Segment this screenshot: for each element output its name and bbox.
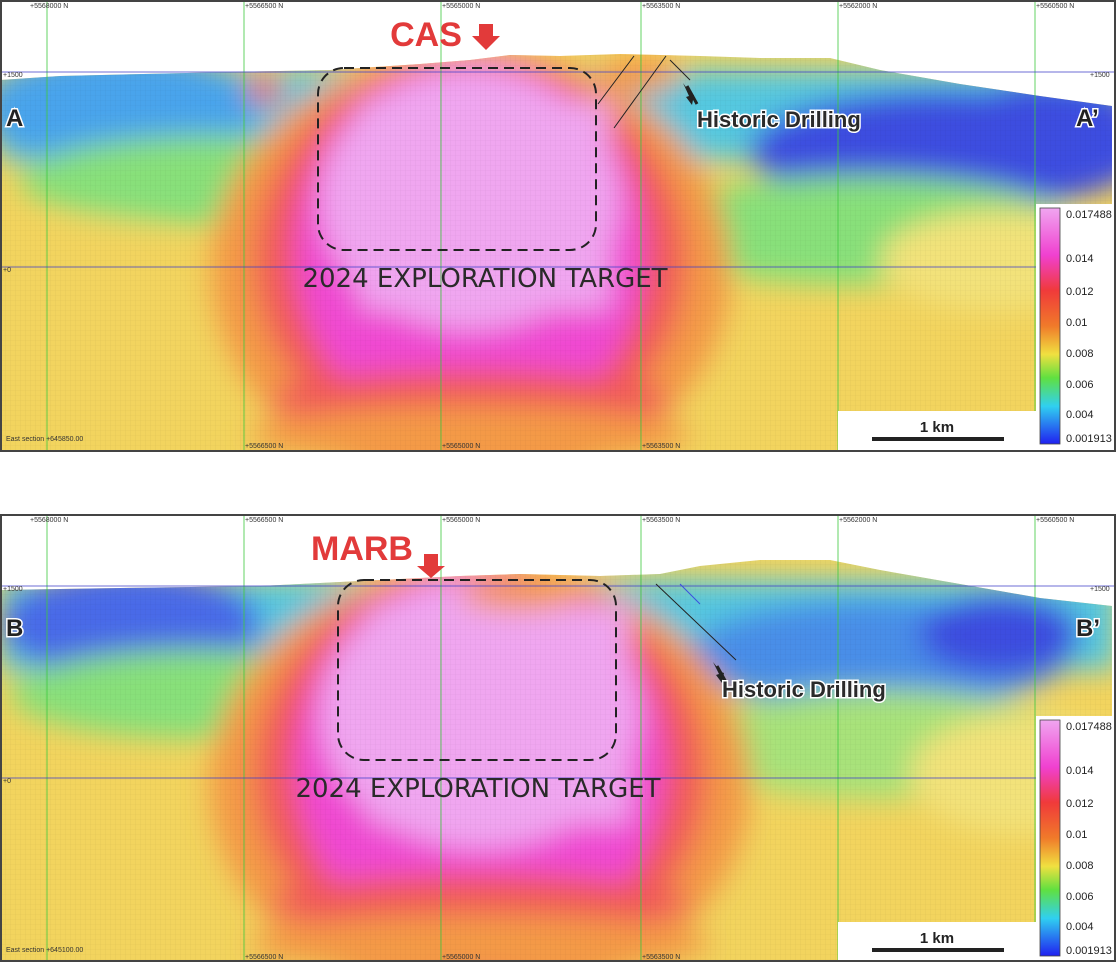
northing-tick: +5565000 N <box>442 3 480 10</box>
legend-value: 0.008 <box>1066 348 1094 360</box>
northing-tick: +5560500 N <box>1036 517 1074 524</box>
color-scale-legend-a: 0.017488 0.014 0.012 0.01 0.008 0.006 0.… <box>1036 204 1114 450</box>
elevation-gridlines-b <box>0 585 1116 779</box>
exploration-target-label: 2024 EXPLORATION TARGET <box>302 264 667 294</box>
section-panel-b: +5568000 N +5566500 N +5565000 N +556350… <box>0 514 1116 963</box>
panel-gap <box>0 452 1116 514</box>
historic-drilling-label: Historic Drilling <box>722 677 886 702</box>
scale-bar-label: 1 km <box>920 930 954 947</box>
legend-value: 0.001913 <box>1066 433 1112 445</box>
legend-value: 0.001913 <box>1066 945 1112 957</box>
legend-value: 0.008 <box>1066 860 1094 872</box>
northing-tick: +5566500 N <box>245 517 283 524</box>
northing-tick: +5563500 N <box>642 954 680 961</box>
legend-value: 0.017488 <box>1066 721 1112 733</box>
section-panel-a: +5568000 N +5566500 N +5565000 N +556350… <box>0 0 1116 452</box>
northing-tick: +5566500 N <box>245 3 283 10</box>
drilling-arrow-shaft <box>685 85 699 105</box>
exploration-target-label: 2024 EXPLORATION TARGET <box>295 774 660 804</box>
section-start-label: A <box>6 105 23 132</box>
legend-value: 0.006 <box>1066 891 1094 903</box>
northing-tick: +5563500 N <box>642 517 680 524</box>
scale-bar-label: 1 km <box>920 419 954 436</box>
elevation-tick: +0 <box>3 778 11 785</box>
target-name-label: CAS <box>390 16 462 54</box>
legend-value: 0.017488 <box>1066 209 1112 221</box>
scale-bar-a: 1 km <box>838 411 1036 451</box>
elevation-tick: +1500 <box>1090 72 1110 79</box>
section-a-figure: +5568000 N +5566500 N +5565000 N +556350… <box>0 0 1116 452</box>
legend-value: 0.004 <box>1066 921 1094 933</box>
section-label: East section +645850.00 <box>6 436 83 443</box>
exploration-target-box <box>317 67 597 251</box>
section-end-label: B’ <box>1076 615 1100 642</box>
elevation-tick: +0 <box>3 267 11 274</box>
historic-drilling-label: Historic Drilling <box>697 107 861 132</box>
section-end-label: A’ <box>1076 105 1099 132</box>
elevation-gridlines-a <box>0 71 1116 268</box>
legend-value: 0.014 <box>1066 765 1094 777</box>
target-arrow-icon <box>417 554 445 578</box>
legend-value: 0.014 <box>1066 253 1094 265</box>
scale-bar-line <box>872 948 1004 952</box>
legend-value: 0.012 <box>1066 798 1094 810</box>
northing-tick: +5560500 N <box>1036 3 1074 10</box>
exploration-target-box <box>337 579 617 761</box>
northing-tick: +5565000 N <box>442 443 480 450</box>
scale-bar-b: 1 km <box>838 922 1036 962</box>
northing-tick: +5563500 N <box>642 3 680 10</box>
section-start-label: B <box>6 615 23 642</box>
elevation-tick: +1500 <box>1090 586 1110 593</box>
legend-value: 0.01 <box>1066 317 1087 329</box>
legend-value: 0.006 <box>1066 379 1094 391</box>
northing-tick: +5562000 N <box>839 3 877 10</box>
section-b-figure: +5568000 N +5566500 N +5565000 N +556350… <box>0 514 1116 963</box>
color-scale-legend-b: 0.017488 0.014 0.012 0.01 0.008 0.006 0.… <box>1036 716 1114 961</box>
drilling-arrow-icon <box>713 662 724 683</box>
northing-tick: +5565000 N <box>442 954 480 961</box>
northing-tick: +5565000 N <box>442 517 480 524</box>
northing-tick: +5562000 N <box>839 517 877 524</box>
legend-value: 0.01 <box>1066 829 1087 841</box>
northing-tick: +5568000 N <box>30 3 68 10</box>
panel-border <box>0 514 1116 962</box>
drilling-arrow-shaft <box>715 665 729 685</box>
northing-gridlines-a <box>46 0 1036 450</box>
resistivity-model-a <box>0 54 1112 450</box>
northing-gridlines-b <box>46 514 1036 961</box>
scale-bar-line <box>872 437 1004 441</box>
panel-border <box>0 0 1116 452</box>
legend-value: 0.012 <box>1066 286 1094 298</box>
elevation-tick: +1500 <box>3 586 23 593</box>
resistivity-model-b <box>0 560 1112 960</box>
drilling-arrow-icon <box>683 83 694 105</box>
section-label: East section +645100.00 <box>6 947 83 954</box>
elevation-tick: +1500 <box>3 72 23 79</box>
northing-tick: +5566500 N <box>245 954 283 961</box>
target-name-label: MARB <box>311 530 413 568</box>
northing-tick: +5566500 N <box>245 443 283 450</box>
historic-drill-traces-a <box>597 55 691 129</box>
northing-tick: +5568000 N <box>30 517 68 524</box>
target-arrow-icon <box>472 24 500 50</box>
legend-value: 0.004 <box>1066 409 1094 421</box>
northing-tick: +5563500 N <box>642 443 680 450</box>
historic-drill-traces-b <box>655 583 737 661</box>
